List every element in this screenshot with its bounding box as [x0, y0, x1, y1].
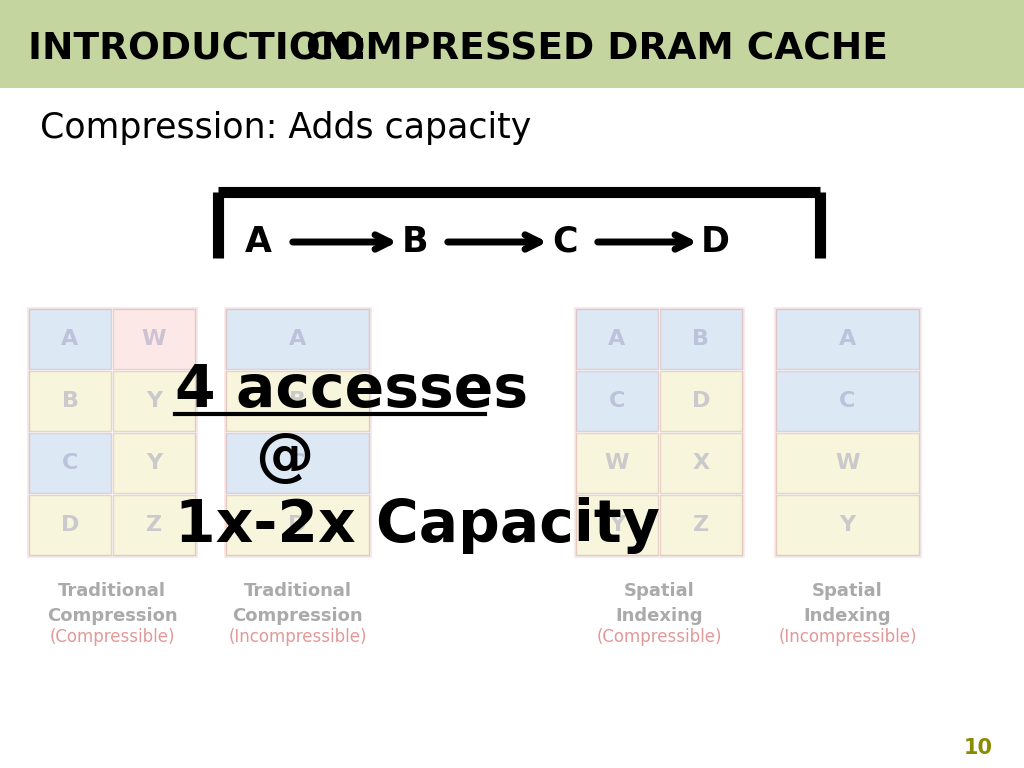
Text: W: W	[836, 453, 860, 473]
Text: W: W	[141, 329, 166, 349]
Text: A: A	[61, 329, 79, 349]
Text: A: A	[608, 329, 626, 349]
Bar	[226, 495, 369, 555]
Bar	[0, 0, 1024, 88]
Text: X: X	[692, 453, 710, 473]
Text: A: A	[245, 225, 271, 259]
Text: (Compressible): (Compressible)	[49, 628, 175, 646]
Bar	[660, 433, 742, 493]
Text: Traditional
Compression: Traditional Compression	[232, 582, 362, 625]
Bar	[225, 308, 370, 556]
Text: B: B	[692, 329, 710, 349]
Text: COMPRESSED DRAM CACHE: COMPRESSED DRAM CACHE	[306, 32, 888, 68]
Bar	[776, 371, 919, 431]
Text: Z: Z	[146, 515, 162, 535]
Bar	[226, 371, 369, 431]
Text: B: B	[401, 225, 428, 259]
Bar	[660, 371, 742, 431]
Bar	[776, 309, 919, 369]
Text: A: A	[839, 329, 856, 349]
Bar	[776, 433, 919, 493]
Text: Spatial
Indexing: Spatial Indexing	[804, 582, 891, 625]
Text: Traditional
Compression: Traditional Compression	[47, 582, 177, 625]
Bar	[113, 433, 195, 493]
Bar	[29, 495, 111, 555]
Text: (Incompressible): (Incompressible)	[778, 628, 916, 646]
Bar	[29, 371, 111, 431]
Text: C: C	[290, 453, 306, 473]
Bar	[775, 308, 920, 556]
Bar	[575, 308, 743, 556]
Bar	[575, 495, 658, 555]
Text: INTRODUCTION:: INTRODUCTION:	[28, 32, 380, 68]
Text: W: W	[605, 453, 630, 473]
Text: D: D	[692, 391, 711, 411]
Bar	[575, 371, 658, 431]
Bar	[776, 495, 919, 555]
Bar	[575, 433, 658, 493]
Text: B: B	[289, 391, 306, 411]
Text: Compression: Adds capacity: Compression: Adds capacity	[40, 111, 531, 145]
Text: C: C	[61, 453, 78, 473]
Text: Spatial
Indexing: Spatial Indexing	[615, 582, 702, 625]
Bar	[113, 309, 195, 369]
Text: C: C	[552, 225, 578, 259]
Bar	[660, 495, 742, 555]
Bar	[29, 433, 111, 493]
Text: Y: Y	[146, 391, 162, 411]
Text: A: A	[289, 329, 306, 349]
Text: D: D	[700, 225, 729, 259]
Text: Y: Y	[609, 515, 625, 535]
Text: Z: Z	[693, 515, 709, 535]
Text: Y: Y	[840, 515, 856, 535]
Text: C: C	[609, 391, 626, 411]
Bar	[28, 308, 196, 556]
Bar	[660, 309, 742, 369]
Bar	[113, 495, 195, 555]
Text: Y: Y	[146, 453, 162, 473]
Text: (Compressible): (Compressible)	[596, 628, 722, 646]
Text: C: C	[840, 391, 856, 411]
Text: B: B	[61, 391, 79, 411]
Bar	[226, 433, 369, 493]
Text: D: D	[289, 515, 306, 535]
Text: @: @	[255, 429, 313, 486]
Text: 4 accesses: 4 accesses	[175, 362, 528, 419]
Bar	[29, 309, 111, 369]
Text: (Incompressible): (Incompressible)	[228, 628, 367, 646]
Bar	[575, 309, 658, 369]
Text: 1x-2x Capacity: 1x-2x Capacity	[175, 496, 659, 554]
Bar	[226, 309, 369, 369]
Text: D: D	[60, 515, 79, 535]
Text: 10: 10	[964, 738, 993, 758]
Bar	[113, 371, 195, 431]
